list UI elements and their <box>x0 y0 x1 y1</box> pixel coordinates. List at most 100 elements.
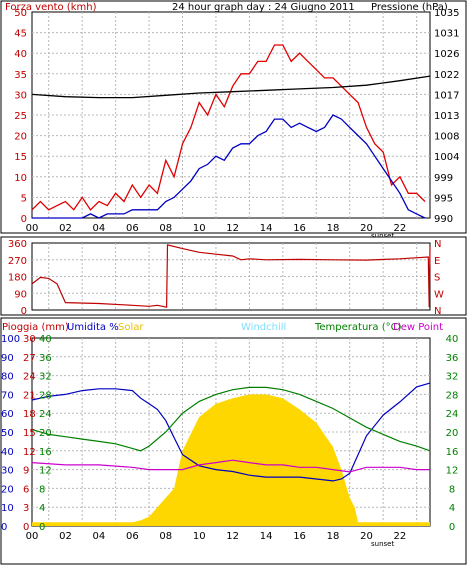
x-tick-label: 00 <box>26 223 39 234</box>
wind-tick-label: 25 <box>14 111 27 122</box>
temp-tick-label-left: 0 <box>39 522 45 533</box>
temp-tick-label-left: 8 <box>39 484 45 495</box>
wind-tick-label: 5 <box>21 193 27 204</box>
temp-tick-label-left: 32 <box>39 372 52 383</box>
pressure-tick-label: 1035 <box>434 8 459 19</box>
x-tick-label: 20 <box>360 531 373 542</box>
rain-tick-label: 12 <box>23 447 36 458</box>
pressure-axis-label: Pressione (hPa) <box>371 2 448 13</box>
x-tick-label: 18 <box>327 531 340 542</box>
temperature-label: Temperatura (°C) <box>314 322 402 333</box>
solar-label: Solar <box>118 322 144 333</box>
temp-tick-label-right: 16 <box>446 447 459 458</box>
x-tick-label: 02 <box>59 223 72 234</box>
temp-tick-label-right: 0 <box>449 522 455 533</box>
temp-tick-label-left: 36 <box>39 353 52 364</box>
x-tick-label: 10 <box>193 531 206 542</box>
chart-title: 24 hour graph day : 24 Giugno 2011 <box>172 2 355 13</box>
wind-tick-label: 40 <box>14 49 27 60</box>
direction-tick-label: 360 <box>8 239 27 250</box>
temp-tick-label-right: 24 <box>446 409 459 420</box>
temp-tick-label-left: 40 <box>39 334 52 345</box>
temp-tick-label-left: 12 <box>39 466 52 477</box>
rain-tick-label: 6 <box>23 484 29 495</box>
x-tick-label: 08 <box>159 531 172 542</box>
pressure-tick-label: 999 <box>434 173 453 184</box>
x-tick-label: 14 <box>260 223 273 234</box>
wind-tick-label: 0 <box>21 214 27 225</box>
direction-tick-label: 0 <box>21 306 27 317</box>
x-tick-label: 10 <box>193 223 206 234</box>
temp-tick-label-right: 20 <box>446 428 459 439</box>
x-tick-label: 04 <box>93 531 106 542</box>
rain-tick-label: 9 <box>23 466 29 477</box>
humidity-tick-label: 20 <box>1 484 14 495</box>
panel-wind-plot <box>31 11 431 219</box>
pressure-tick-label: 1026 <box>434 49 459 60</box>
rain-tick-label: 18 <box>23 409 36 420</box>
x-tick-label: 00 <box>26 531 39 542</box>
rain-tick-label: 3 <box>23 503 29 514</box>
wind-tick-label: 35 <box>14 70 27 81</box>
series-line-dew-point <box>31 459 430 473</box>
temp-tick-label-right: 12 <box>446 466 459 477</box>
temp-tick-label-right: 4 <box>449 503 455 514</box>
x-tick-label: 20 <box>360 223 373 234</box>
x-tick-label: 22 <box>394 531 407 542</box>
compass-tick-label: N <box>434 239 441 250</box>
x-tick-label: 14 <box>260 531 273 542</box>
x-tick-label: 12 <box>226 531 239 542</box>
wind-axis-label: Forza vento (kmh) <box>5 2 97 13</box>
x-tick-label: 02 <box>59 531 72 542</box>
compass-tick-label: N <box>434 306 441 317</box>
sunset-annotation-1: sunset <box>371 232 394 240</box>
x-tick-label: 16 <box>293 531 306 542</box>
compass-tick-label: S <box>434 273 440 284</box>
x-tick-label: 08 <box>159 223 172 234</box>
temp-tick-label-left: 24 <box>39 409 52 420</box>
x-tick-label: 04 <box>93 223 106 234</box>
series-line-direction <box>31 244 431 308</box>
rain-tick-label: 24 <box>23 372 36 383</box>
temp-tick-label-right: 32 <box>446 372 459 383</box>
sunset-annotation-3: sunset <box>371 540 394 548</box>
wind-tick-label: 30 <box>14 90 27 101</box>
temp-tick-label-right: 40 <box>446 334 459 345</box>
temp-tick-label-right: 8 <box>449 484 455 495</box>
temp-tick-label-right: 28 <box>446 390 459 401</box>
humidity-tick-label: 70 <box>1 390 14 401</box>
compass-tick-label: W <box>434 289 444 300</box>
wind-tick-label: 10 <box>14 173 27 184</box>
pressure-tick-label: 1031 <box>434 29 459 40</box>
wind-tick-label: 45 <box>14 29 27 40</box>
temp-tick-label-left: 16 <box>39 447 52 458</box>
panel-direction-plot <box>31 242 431 311</box>
series-line-raffica <box>31 44 426 211</box>
humidity-tick-label: 40 <box>1 447 14 458</box>
humidity-tick-label: 80 <box>1 372 14 383</box>
x-tick-label: 18 <box>327 223 340 234</box>
wind-tick-label: 15 <box>14 152 27 163</box>
humidity-tick-label: 90 <box>1 353 14 364</box>
humidity-tick-label: 30 <box>1 466 14 477</box>
series-line-umidita- <box>31 382 431 482</box>
humidity-tick-label: 10 <box>1 503 14 514</box>
rain-tick-label: 27 <box>23 353 36 364</box>
wind-tick-label: 50 <box>14 8 27 19</box>
humidity-tick-label: 100 <box>1 334 20 345</box>
compass-tick-label: E <box>434 256 440 267</box>
series-line-vento <box>32 114 426 219</box>
rain-tick-label: 30 <box>23 334 36 345</box>
rain-tick-label: 0 <box>23 522 29 533</box>
humidity-tick-label: 60 <box>1 409 14 420</box>
x-tick-label: 16 <box>293 223 306 234</box>
rain-label: Pioggia (mm) <box>2 322 69 333</box>
pressure-tick-label: 990 <box>434 214 453 225</box>
x-tick-label: 12 <box>226 223 239 234</box>
pressure-tick-label: 1022 <box>434 70 459 81</box>
pressure-tick-label: 1017 <box>434 90 459 101</box>
series-line-pressione <box>31 75 431 99</box>
wind-tick-label: 20 <box>14 132 27 143</box>
